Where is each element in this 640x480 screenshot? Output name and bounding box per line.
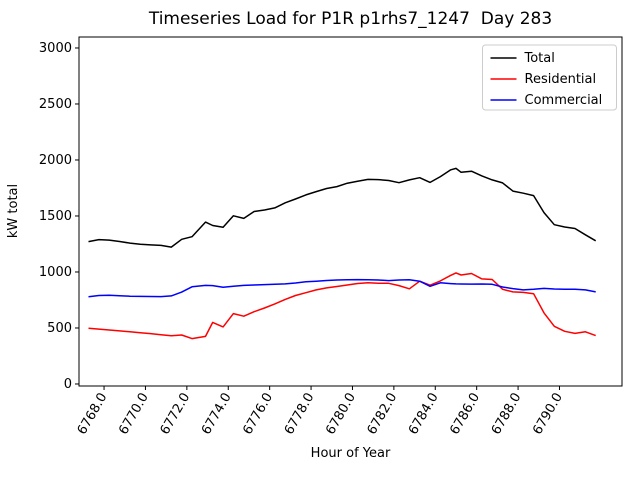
x-tick-label: 6788.0 [489,391,525,438]
y-tick-label: 2500 [39,97,72,112]
y-tick-label: 1000 [39,265,72,280]
y-tick-label: 0 [64,377,72,392]
x-tick-label: 6790.0 [530,391,566,438]
x-tick-label: 6770.0 [116,391,152,438]
x-tick-label: 6778.0 [282,391,318,438]
series-line-residential [88,272,596,340]
x-tick-label: 6768.0 [75,391,111,438]
x-tick-label: 6776.0 [240,391,276,438]
plot-layer: 0 500 1000 1500 2000 2500 3000 6768.0 6770.0 6772… [39,36,623,438]
y-tick-label: 1500 [39,209,72,224]
legend-label-total: Total [524,51,555,66]
x-axis-label: Hour of Year [311,446,391,461]
x-tick-label: 6782.0 [365,391,401,438]
x-tick-label: 6784.0 [406,391,442,438]
x-tick-label: 6774.0 [199,391,235,438]
series-line-total [88,167,597,248]
y-tick-label: 3000 [39,41,72,56]
axes-frame [78,36,623,387]
legend-label-residential: Residential [525,72,597,87]
y-tick-label: 2000 [39,153,72,168]
chart-title: Timeseries Load for P1R p1rhs7_1247 Day … [148,9,552,29]
legend-label-commercial: Commercial [525,93,603,108]
y-axis-label: kW total [6,184,21,238]
y-tick-label: 500 [47,321,72,336]
series-line-commercial [88,278,596,298]
x-tick-label: 6786.0 [447,390,483,437]
legend-box [482,44,617,111]
x-tick-label: 6780.0 [323,391,359,438]
x-tick-label: 6772.0 [158,391,194,438]
